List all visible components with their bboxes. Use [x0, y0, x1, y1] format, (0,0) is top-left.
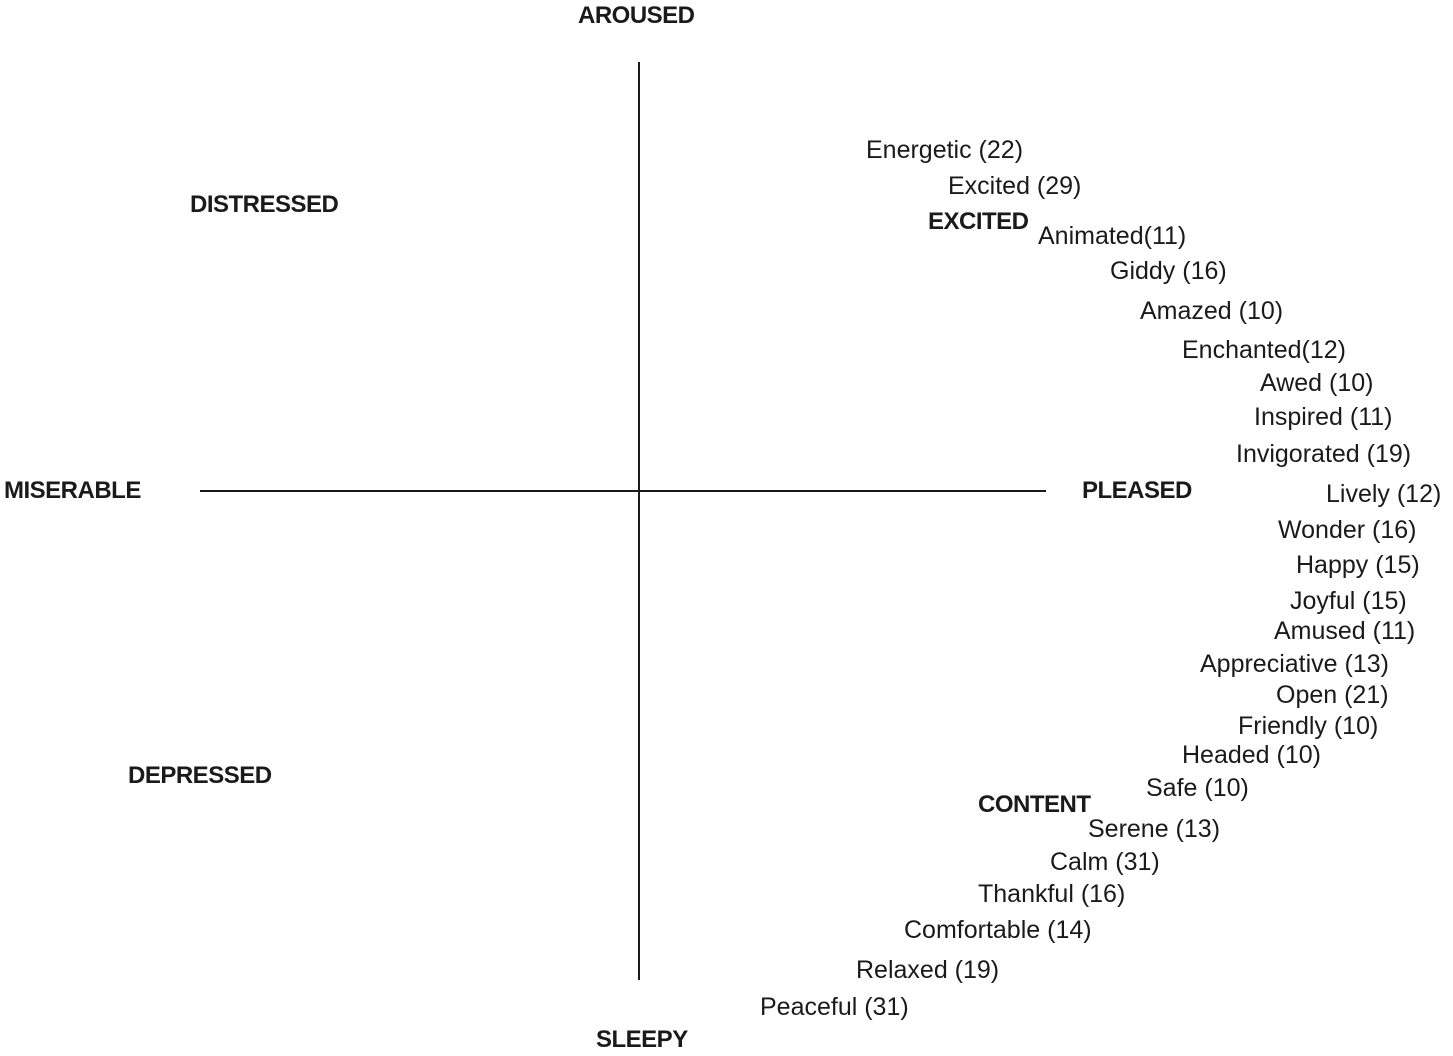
- emotion-label: Happy (15): [1296, 551, 1420, 579]
- emotion-label: Excited (29): [948, 172, 1082, 200]
- emotion-label: Relaxed (19): [856, 956, 1000, 984]
- axis-label-left: MISERABLE: [4, 477, 141, 504]
- emotion-label: Friendly (10): [1238, 712, 1379, 740]
- quadrant-label-depressed: DEPRESSED: [128, 762, 272, 789]
- emotion-label: Calm (31): [1050, 848, 1160, 876]
- emotion-label: Joyful (15): [1290, 587, 1407, 615]
- axis-label-right: PLEASED: [1082, 477, 1192, 504]
- emotion-label: Comfortable (14): [904, 916, 1092, 944]
- emotion-label: Amused (11): [1274, 617, 1416, 645]
- emotion-label: Awed (10): [1260, 369, 1374, 397]
- emotion-label: Headed (10): [1182, 741, 1321, 769]
- emotion-label: Lively (12): [1326, 480, 1442, 508]
- emotion-label: Serene (13): [1088, 815, 1221, 843]
- emotion-label: Safe (10): [1146, 774, 1249, 802]
- axis-label-bottom: SLEEPY: [596, 1026, 688, 1053]
- emotion-label: Amazed (10): [1140, 297, 1284, 325]
- emotion-label: Animated(11): [1038, 222, 1187, 250]
- emotion-label: Invigorated (19): [1236, 440, 1412, 468]
- emotion-label: Appreciative (13): [1200, 650, 1389, 678]
- emotion-label: Energetic (22): [866, 136, 1024, 164]
- cluster-label-excited: EXCITED: [928, 208, 1029, 235]
- quadrant-label-distressed: DISTRESSED: [190, 191, 339, 218]
- axis-label-top: AROUSED: [578, 2, 695, 29]
- horizontal-axis-line: [200, 490, 1046, 492]
- emotion-label: Wonder (16): [1278, 516, 1417, 544]
- cluster-label-content: CONTENT: [978, 791, 1091, 818]
- vertical-axis-line: [638, 62, 640, 980]
- emotion-label: Thankful (16): [978, 880, 1126, 908]
- emotion-label: Enchanted(12): [1182, 336, 1347, 364]
- emotion-label: Peaceful (31): [760, 993, 909, 1021]
- emotion-label: Giddy (16): [1110, 257, 1227, 285]
- emotion-label: Open (21): [1276, 681, 1389, 709]
- emotion-label: Inspired (11): [1254, 403, 1393, 431]
